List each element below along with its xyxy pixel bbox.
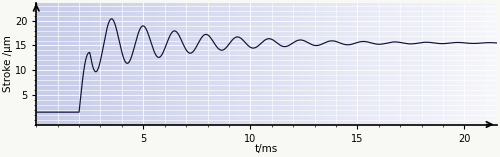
X-axis label: t/ms: t/ms (255, 143, 278, 154)
Y-axis label: Stroke /μm: Stroke /μm (4, 35, 14, 92)
